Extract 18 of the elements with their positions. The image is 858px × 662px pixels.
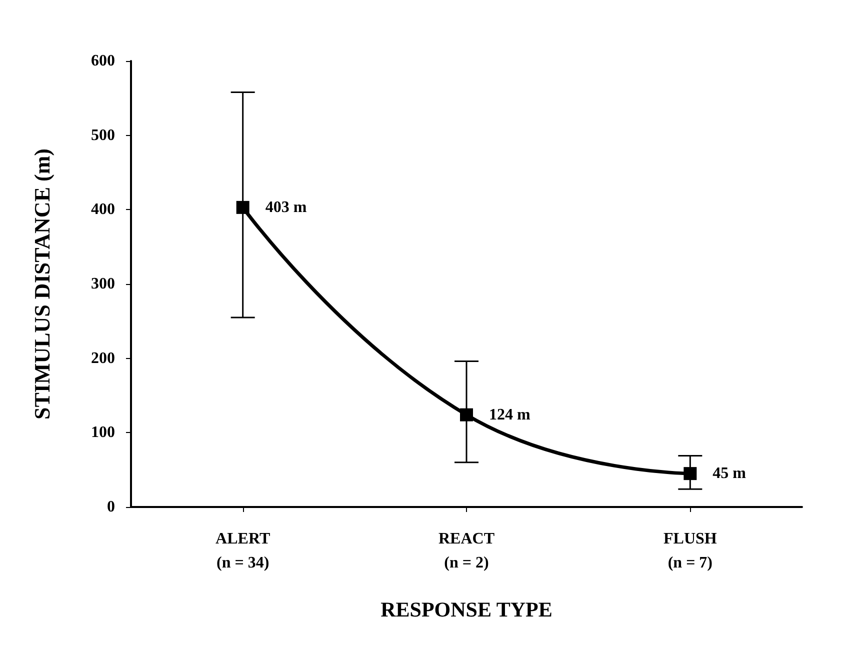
x-tick-label: FLUSH (n = 7) — [663, 530, 718, 572]
x-axis-title: RESPONSE TYPE — [380, 598, 552, 622]
y-tick-label: 100 — [91, 424, 115, 442]
y-tick-label: 200 — [91, 350, 115, 367]
y-tick-label: 0 — [107, 498, 115, 516]
data-label: 124 m — [489, 406, 531, 424]
y-tick-label: 300 — [91, 276, 115, 292]
point — [684, 467, 697, 480]
y-tick-label: 600 — [91, 52, 115, 70]
data-label: 45 m — [712, 465, 747, 482]
y-axis-title: STIMULUS DISTANCE (m) — [30, 148, 54, 420]
point — [236, 200, 250, 214]
y-tick-label: 400 — [91, 201, 115, 218]
x-tick-label: ALERT (n = 34) — [216, 530, 270, 572]
x-tick-label: REACT (n = 2) — [438, 530, 495, 572]
y-tick-label: 500 — [91, 126, 115, 144]
data-label: 403 m — [265, 198, 308, 216]
point — [460, 408, 473, 422]
